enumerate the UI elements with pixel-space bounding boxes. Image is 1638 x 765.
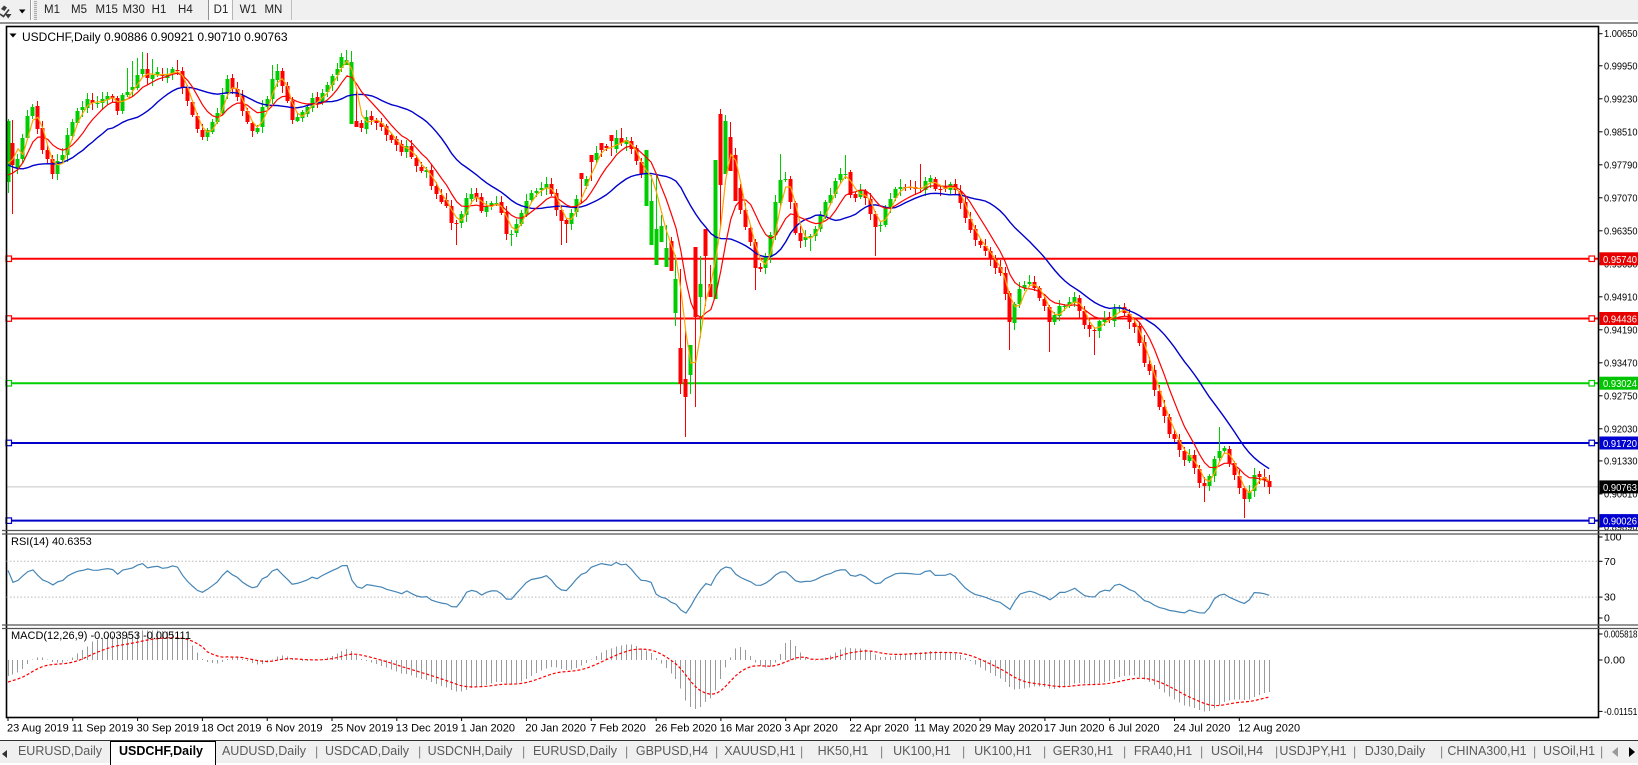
svg-text:0.90763: 0.90763 [1603,482,1637,494]
svg-text:0.00: 0.00 [1604,655,1625,667]
svg-text:0.97070: 0.97070 [1604,192,1638,204]
svg-text:24 Jul 2020: 24 Jul 2020 [1174,723,1231,735]
svg-text:12 Aug 2020: 12 Aug 2020 [1238,723,1300,735]
svg-text:70: 70 [1604,556,1616,568]
svg-text:26 Feb 2020: 26 Feb 2020 [655,723,717,735]
svg-text:0.92030: 0.92030 [1604,423,1638,435]
svg-text:0.91720: 0.91720 [1603,438,1637,450]
svg-text:20 Jan 2020: 20 Jan 2020 [525,723,586,735]
svg-text:0.98510: 0.98510 [1604,126,1638,138]
svg-text:25 Nov 2019: 25 Nov 2019 [331,723,393,735]
svg-text:0.91330: 0.91330 [1604,455,1638,467]
svg-text:0.97790: 0.97790 [1604,159,1638,171]
svg-text:23 Aug 2019: 23 Aug 2019 [7,723,69,735]
svg-text:100: 100 [1604,532,1622,544]
svg-text:0.94190: 0.94190 [1604,324,1638,336]
svg-text:0.005818: 0.005818 [1604,629,1638,641]
svg-text:3 Apr 2020: 3 Apr 2020 [785,723,838,735]
svg-text:USDCHF,Daily 0.90886 0.90921: USDCHF,Daily 0.90886 0.90921 0.90710 0.9… [22,30,288,44]
svg-text:0.95740: 0.95740 [1603,254,1637,266]
svg-text:0.99230: 0.99230 [1604,93,1638,105]
svg-text:22 Apr 2020: 22 Apr 2020 [850,723,909,735]
svg-text:6 Jul 2020: 6 Jul 2020 [1109,723,1160,735]
svg-text:29 May 2020: 29 May 2020 [979,723,1043,735]
svg-text:1.00650: 1.00650 [1604,28,1638,40]
svg-text:13 Dec 2019: 13 Dec 2019 [396,723,458,735]
svg-text:30: 30 [1604,592,1616,604]
svg-text:0.93024: 0.93024 [1603,378,1637,390]
svg-text:0.93470: 0.93470 [1604,357,1638,369]
svg-text:30 Sep 2019: 30 Sep 2019 [137,723,199,735]
svg-text:RSI(14) 40.6353: RSI(14) 40.6353 [11,536,92,548]
svg-text:0.92750: 0.92750 [1604,390,1638,402]
svg-text:-0.01151: -0.01151 [1604,706,1638,718]
svg-text:0.96350: 0.96350 [1604,225,1638,237]
svg-text:11 Sep 2019: 11 Sep 2019 [72,723,134,735]
svg-text:6 Nov 2019: 6 Nov 2019 [266,723,322,735]
svg-text:17 Jun 2020: 17 Jun 2020 [1044,723,1105,735]
svg-text:1 Jan 2020: 1 Jan 2020 [461,723,515,735]
svg-text:0: 0 [1604,613,1610,625]
svg-text:11 May 2020: 11 May 2020 [914,723,977,735]
svg-text:7 Feb 2020: 7 Feb 2020 [590,723,646,735]
svg-text:0.94910: 0.94910 [1604,291,1638,303]
svg-text:0.99950: 0.99950 [1604,60,1638,72]
svg-text:MACD(12,26,9) -0.003953 -0.005: MACD(12,26,9) -0.003953 -0.005111 [11,630,191,642]
svg-text:16 Mar 2020: 16 Mar 2020 [720,723,782,735]
svg-text:18 Oct 2019: 18 Oct 2019 [201,723,261,735]
svg-text:0.94436: 0.94436 [1603,314,1637,326]
svg-text:0.90026: 0.90026 [1603,516,1637,528]
